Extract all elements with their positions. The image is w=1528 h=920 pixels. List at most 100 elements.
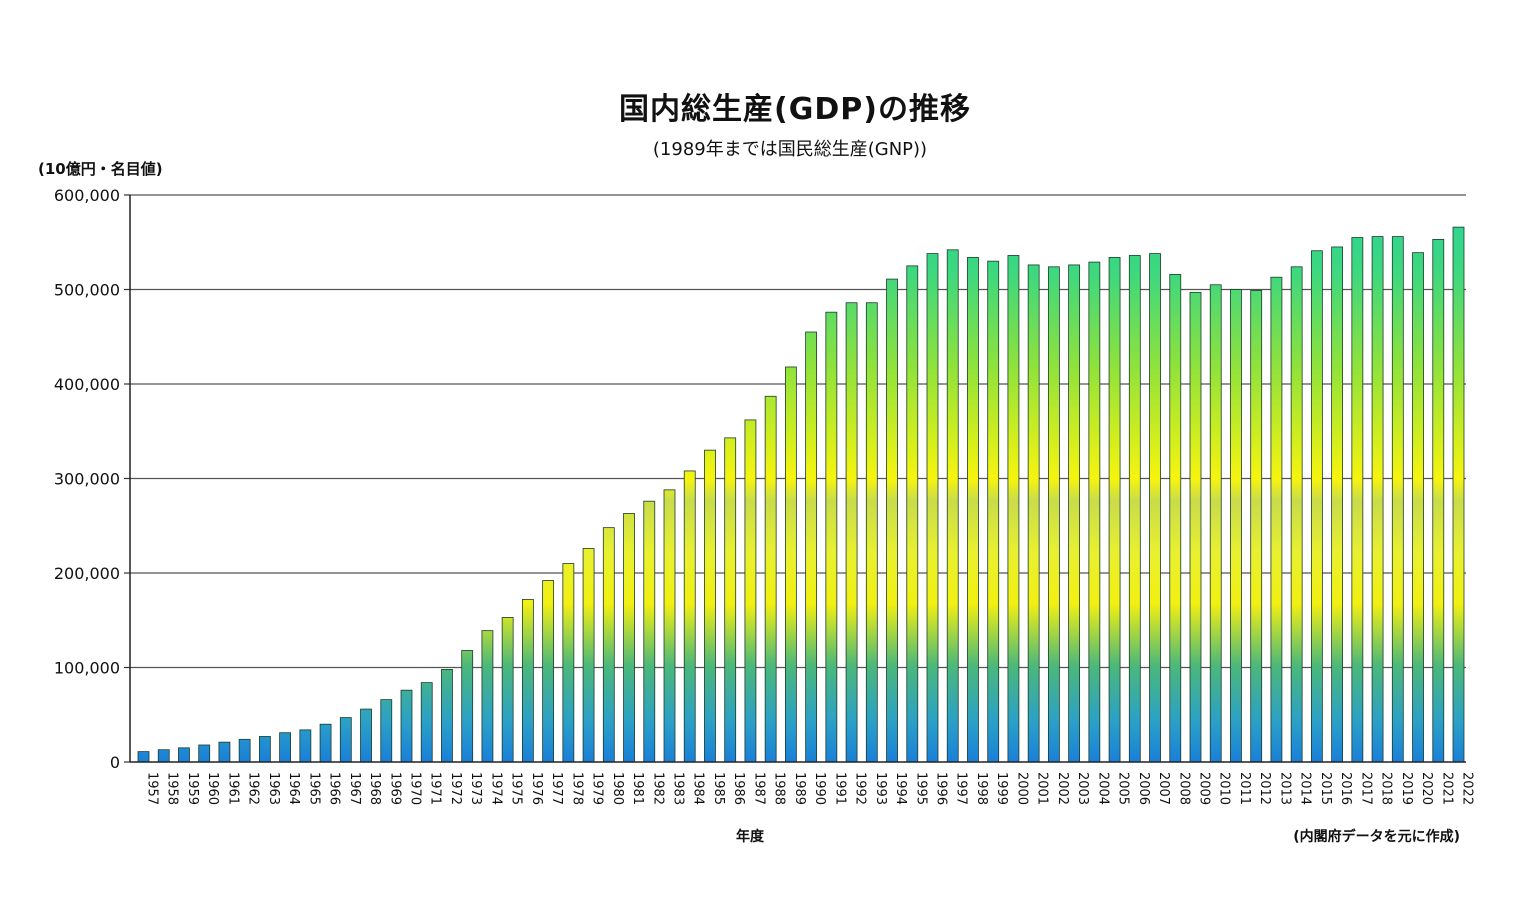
bar-2019: [1391, 236, 1404, 763]
bar-2016: [1331, 246, 1344, 763]
bar-1981: [623, 513, 635, 763]
x-tick-label: 2011: [1237, 772, 1252, 805]
x-tick-label: 2009: [1197, 772, 1212, 805]
bar-1972: [441, 668, 453, 763]
x-tick-label: 1959: [185, 772, 200, 805]
bar-1971: [420, 682, 433, 763]
bar-2012: [1250, 290, 1263, 763]
x-tick-label: 1968: [367, 772, 382, 805]
x-tick-label: 2020: [1419, 772, 1434, 805]
x-tick-label: 2018: [1379, 772, 1394, 805]
x-tick-label: 1964: [286, 772, 301, 805]
bar-2002: [1047, 266, 1060, 763]
bar-1993: [865, 302, 878, 763]
bars: [137, 226, 1465, 763]
x-tick-label: 1987: [751, 772, 766, 805]
bar-1984: [683, 470, 696, 763]
x-tick-label: 2003: [1075, 772, 1090, 805]
x-tick-label: 1991: [832, 772, 847, 805]
bar-2004: [1088, 261, 1101, 763]
x-tick-label: 2000: [1014, 772, 1029, 805]
bar-2013: [1270, 276, 1283, 763]
x-tick-label: 1992: [853, 772, 868, 805]
x-axis-title: 年度: [736, 829, 764, 845]
x-tick-label: 1960: [205, 772, 220, 805]
x-tick-label: 2013: [1277, 772, 1292, 805]
y-tick-label: 500,000: [54, 281, 120, 300]
bar-1976: [521, 599, 534, 763]
x-tick-label: 2015: [1318, 772, 1333, 805]
x-tick-label: 1996: [934, 772, 949, 805]
y-tick-label: 300,000: [54, 470, 120, 489]
x-tick-labels: 1957 1958 1959 1960 1961 1962 1963 1964 1965 1966…: [145, 772, 1475, 805]
bar-1966: [319, 723, 332, 763]
bar-1999: [987, 260, 1000, 763]
x-tick-label: 1981: [630, 772, 645, 805]
chart-subtitle: (1989年までは国民総生産(GNP)): [652, 139, 928, 160]
x-tick-label: 1973: [468, 772, 483, 805]
x-tick-label: 1990: [812, 772, 827, 805]
y-tick-labels: 0 100,000 200,000 300,000 400,000 500,000 600,…: [54, 186, 120, 772]
x-tick-label: 1962: [246, 772, 261, 805]
y-tick-label: 200,000: [54, 564, 120, 583]
bar-1960: [198, 744, 211, 763]
x-tick-label: 2012: [1257, 772, 1272, 805]
x-tick-label: 1974: [488, 772, 503, 805]
y-tick-label: 400,000: [54, 375, 120, 394]
x-tick-label: 2001: [1035, 772, 1050, 805]
bar-2017: [1351, 237, 1364, 763]
y-tick-label: 0: [110, 753, 120, 772]
bar-1983: [663, 489, 676, 763]
x-tick-label: 1977: [549, 772, 564, 805]
bar-1961: [218, 741, 231, 763]
bar-1986: [724, 437, 737, 763]
x-tick-label: 2006: [1136, 772, 1151, 805]
x-tick-label: 1998: [974, 772, 989, 805]
bar-2008: [1169, 273, 1182, 763]
x-tick-label: 2016: [1338, 772, 1353, 805]
bar-1965: [299, 729, 312, 763]
bar-1982: [643, 500, 656, 763]
bar-1967: [339, 717, 352, 763]
bar-2006: [1128, 255, 1141, 763]
x-tick-label: 1958: [165, 772, 180, 805]
bar-2001: [1027, 264, 1040, 763]
x-tick-label: 1999: [994, 772, 1009, 805]
bar-2020: [1412, 252, 1424, 763]
x-tick-label: 2007: [1156, 772, 1171, 805]
x-tick-label: 1976: [529, 772, 544, 805]
axes: [129, 195, 1466, 763]
bar-1996: [926, 253, 939, 763]
bar-1973: [461, 650, 474, 763]
bar-2007: [1149, 253, 1161, 763]
x-tick-label: 1963: [266, 772, 281, 805]
gridlines: [124, 194, 1466, 763]
bar-1979: [582, 548, 595, 763]
bar-2011: [1230, 289, 1242, 763]
bar-1989: [784, 366, 797, 763]
bar-1968: [360, 708, 372, 763]
y-tick-label: 600,000: [54, 186, 120, 205]
x-tick-label: 1969: [387, 772, 402, 805]
bar-1992: [845, 302, 858, 763]
x-tick-label: 1989: [792, 772, 807, 805]
x-tick-label: 1988: [772, 772, 787, 805]
x-tick-label: 2002: [1055, 772, 1070, 805]
bar-1969: [380, 699, 393, 763]
bar-2018: [1371, 236, 1384, 763]
bar-1991: [825, 311, 838, 763]
bar-1990: [805, 331, 818, 763]
bar-1997: [946, 249, 959, 763]
x-tick-label: 1997: [954, 772, 969, 805]
bar-1962: [238, 738, 251, 763]
bar-2010: [1209, 284, 1222, 763]
bar-2005: [1108, 256, 1121, 763]
x-tick-label: 2017: [1358, 772, 1373, 805]
x-tick-label: 1978: [569, 772, 584, 805]
bar-1964: [279, 732, 292, 763]
x-tick-label: 1966: [327, 772, 342, 805]
bar-1978: [562, 563, 575, 763]
x-tick-label: 2014: [1298, 772, 1313, 805]
bar-1974: [481, 630, 494, 763]
